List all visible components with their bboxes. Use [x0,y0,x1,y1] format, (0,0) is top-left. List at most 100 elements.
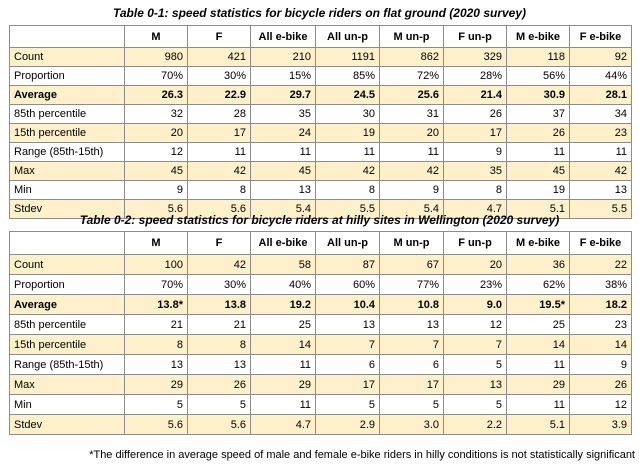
cell: 87 [315,254,380,275]
header-cell: M un-p [379,25,444,48]
table-row: 15th percentile 20 17 24 19 20 17 26 23 [9,123,632,143]
table-row: Stdev 5.6 5.6 5.4 5.5 5.4 4.7 5.1 5.5 [9,199,632,219]
cell: 70% [124,274,188,295]
cell: 4.7 [443,199,507,219]
header-cell: M e-bike [506,231,570,255]
cell: 4.7 [250,414,316,435]
cell: 9.0 [443,294,507,315]
cell: 67 [379,254,444,275]
cell: 45 [506,161,570,181]
cell: 13 [569,180,632,200]
cell: 14 [250,334,316,355]
table-row: Max 29 26 29 17 17 13 29 26 [9,374,632,395]
cell: 28 [187,104,251,124]
cell: 29 [124,374,188,395]
table-row: 85th percentile 32 28 35 30 31 26 37 34 [9,104,632,124]
cell: 31 [379,104,444,124]
cell: 60% [315,274,380,295]
table1-flat-ground: M F All e-bike All un-p M un-p F un-p M … [9,25,632,219]
cell: 72% [379,66,444,86]
table-row: Range (85th-15th) 13 13 11 6 6 5 11 9 [9,354,632,375]
cell: 26 [187,374,251,395]
cell: 13 [250,180,316,200]
table1-caption: Table 0-1: speed statistics for bicycle … [112,6,527,20]
table-row: Average 13.8* 13.8 19.2 10.4 10.8 9.0 19… [9,294,632,315]
table-row: 15th percentile 8 8 14 7 7 7 14 14 [9,334,632,355]
cell: 19.5* [506,294,570,315]
cell: 9 [379,180,444,200]
cell: 13 [443,374,507,395]
cell: 100 [124,254,188,275]
cell: 13 [187,354,251,375]
table2-hilly-sites: M F All e-bike All un-p M un-p F un-p M … [9,231,632,435]
table-row: Stdev 5.6 5.6 4.7 2.9 3.0 2.2 5.1 3.9 [9,414,632,435]
table-row: Max 45 42 45 42 42 35 45 42 [9,161,632,181]
cell: 12 [124,142,188,162]
cell: 44% [569,66,632,86]
header-cell: F un-p [443,25,507,48]
cell: 12 [443,314,507,335]
cell: 8 [315,180,380,200]
header-cell: M un-p [379,231,444,255]
cell: 77% [379,274,444,295]
header-cell: All e-bike [250,25,316,48]
cell: 20 [379,123,444,143]
cell: 9 [443,142,507,162]
cell: 19 [506,180,570,200]
cell: 210 [250,47,316,67]
header-cell: F un-p [443,231,507,255]
cell: 42 [379,161,444,181]
cell: 30 [315,104,380,124]
cell: 13 [124,354,188,375]
row-label: 15th percentile [9,334,125,355]
cell: 35 [250,104,316,124]
cell: 34 [569,104,632,124]
cell: 10.4 [315,294,380,315]
row-label: 85th percentile [9,314,125,335]
header-cell: F [187,25,251,48]
cell: 7 [315,334,380,355]
table-row: Count 100 42 58 87 67 20 36 22 [9,254,632,275]
cell: 5.5 [315,199,380,219]
cell: 58 [250,254,316,275]
cell: 13 [379,314,444,335]
cell: 11 [315,142,380,162]
row-label: Average [9,85,125,105]
cell: 30% [187,274,251,295]
cell: 42 [569,161,632,181]
cell: 13.8 [187,294,251,315]
cell: 3.9 [569,414,632,435]
row-label: Max [9,374,125,395]
cell: 11 [569,142,632,162]
cell: 5 [443,354,507,375]
cell: 32 [124,104,188,124]
cell: 9 [124,180,188,200]
cell: 5.1 [506,199,570,219]
table2-header-row: M F All e-bike All un-p M un-p F un-p M … [9,231,632,255]
cell: 30% [187,66,251,86]
cell: 2.2 [443,414,507,435]
table-row: Proportion 70% 30% 15% 85% 72% 28% 56% 4… [9,66,632,86]
cell: 28% [443,66,507,86]
table-row: Min 9 8 13 8 9 8 19 13 [9,180,632,200]
header-cell [9,25,125,48]
header-cell: M e-bike [506,25,570,48]
cell: 23 [569,314,632,335]
cell: 14 [569,334,632,355]
cell: 11 [506,354,570,375]
cell: 8 [187,334,251,355]
cell: 13.8* [124,294,188,315]
header-cell: M [124,231,188,255]
cell: 45 [124,161,188,181]
table-row: Count 980 421 210 1191 862 329 118 92 [9,47,632,67]
table1-header-row: M F All e-bike All un-p M un-p F un-p M … [9,25,632,48]
cell: 5.4 [250,199,316,219]
cell: 7 [379,334,444,355]
cell: 25 [506,314,570,335]
cell: 37 [506,104,570,124]
cell: 5.6 [187,414,251,435]
cell: 9 [569,354,632,375]
cell: 25 [250,314,316,335]
cell: 7 [443,334,507,355]
cell: 862 [379,47,444,67]
